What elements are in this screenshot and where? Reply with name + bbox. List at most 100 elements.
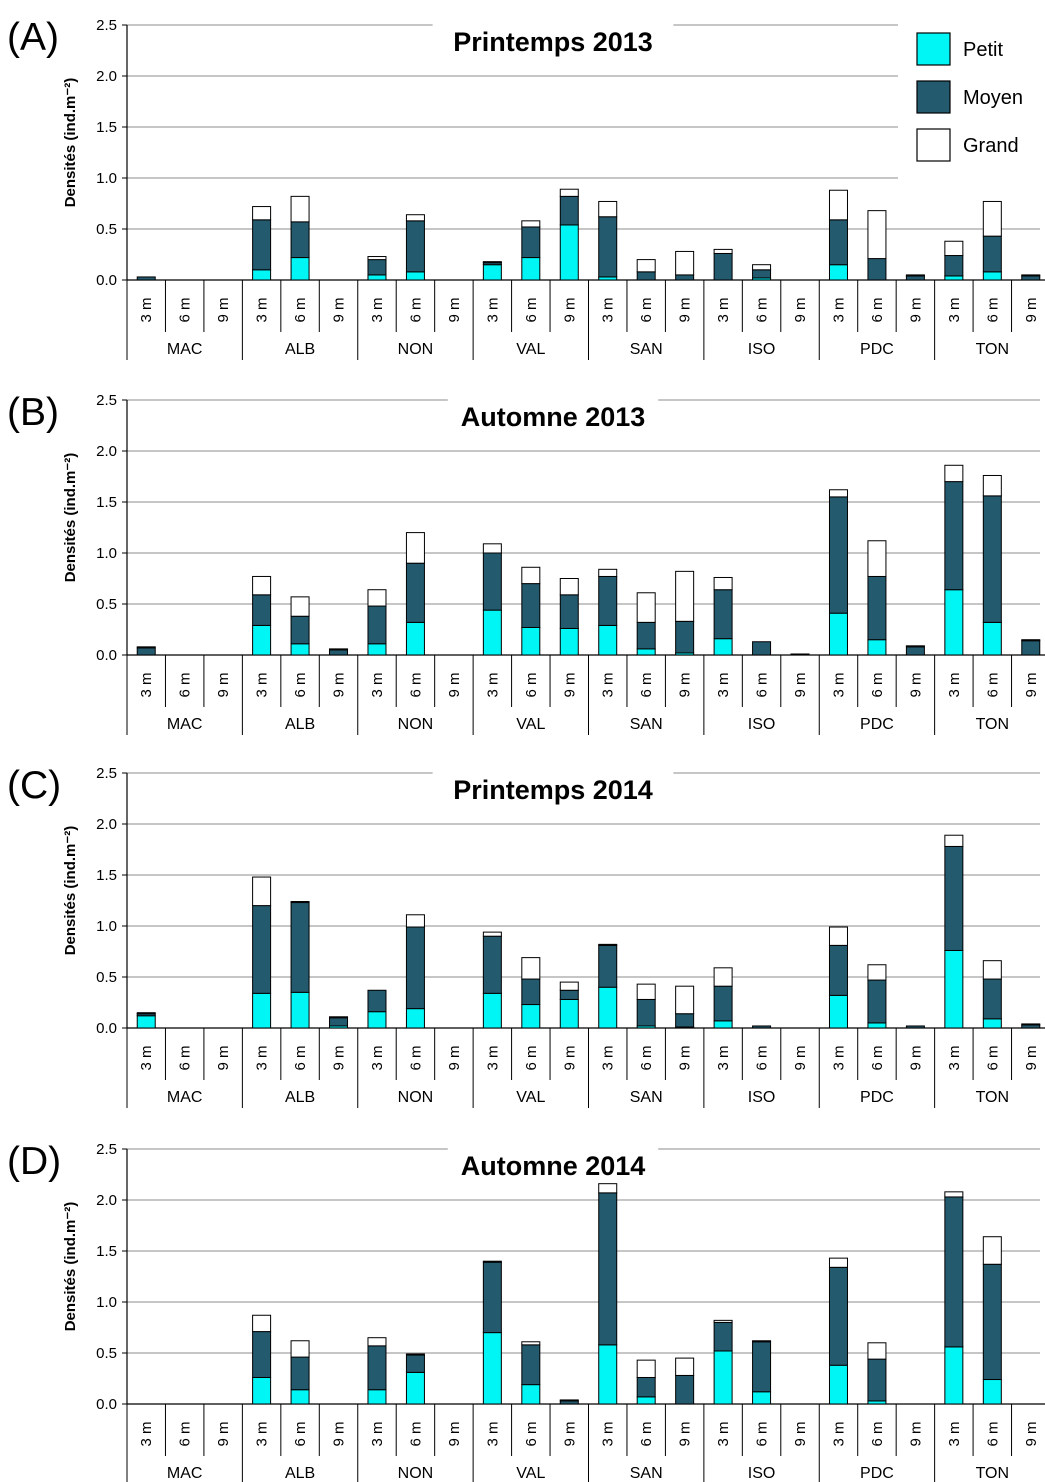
bar-grand: [944, 240, 964, 257]
depth-label: 3 m: [600, 1045, 617, 1070]
y-tick-label: 1.5: [96, 119, 117, 136]
bar-grand: [521, 566, 541, 585]
bar-grand: [598, 200, 618, 218]
bar-grand: [752, 264, 772, 271]
bar-grand: [252, 206, 272, 221]
bar-moyen: [521, 583, 541, 628]
depth-label: 6 m: [638, 297, 655, 322]
y-tick-label: 0.5: [96, 221, 117, 238]
bar-petit: [559, 998, 579, 1029]
bar-moyen: [290, 1356, 310, 1391]
bar-moyen: [944, 255, 964, 277]
y-axis-title: Densités (ind.m⁻²): [62, 1202, 79, 1332]
legend-swatch-moyen: [916, 80, 951, 114]
bar-grand: [636, 259, 656, 273]
bar-moyen: [1021, 640, 1041, 656]
bar-grand: [252, 876, 272, 907]
bar-petit: [828, 1364, 848, 1405]
bar-moyen: [252, 594, 272, 626]
site-label-mac: MAC: [167, 1089, 203, 1106]
depth-label: 3 m: [138, 297, 155, 322]
depth-label: 9 m: [446, 1045, 463, 1070]
depth-label: 6 m: [754, 1045, 771, 1070]
bar-grand: [867, 1342, 887, 1360]
y-tick-label: 0.0: [96, 1020, 117, 1037]
bar-grand: [329, 1016, 349, 1019]
bar-petit: [944, 1346, 964, 1405]
depth-label: 6 m: [638, 1045, 655, 1070]
y-tick-label: 2.5: [96, 392, 117, 409]
bar-petit: [982, 1018, 1002, 1029]
bar-moyen: [405, 1354, 425, 1373]
site-label-san: SAN: [630, 716, 663, 733]
bar-grand: [405, 1353, 425, 1356]
chart-panel-3: 0.0 0.5 1.0 1.5 2.0 2.5 Densités (ind.m⁻²) 3 m 6…: [7, 764, 1045, 1108]
bar-moyen: [290, 902, 310, 993]
depth-label: 6 m: [523, 1421, 540, 1446]
bar-grand: [905, 645, 925, 648]
bar-moyen: [598, 575, 618, 626]
bar-moyen: [713, 589, 733, 640]
bar-grand: [944, 464, 964, 483]
depth-label: 9 m: [677, 1045, 694, 1070]
site-label-ton: TON: [976, 1465, 1009, 1482]
legend-label-petit: Petit: [963, 39, 1003, 61]
bar-moyen: [752, 641, 772, 656]
depth-label: 9 m: [446, 297, 463, 322]
site-label-non: NON: [398, 1465, 434, 1482]
depth-label: 9 m: [907, 297, 924, 322]
legend-label-moyen: Moyen: [963, 87, 1023, 109]
bar-grand: [713, 576, 733, 591]
site-label-pdc: PDC: [860, 1089, 894, 1106]
depth-label: 6 m: [407, 672, 424, 697]
site-label-mac: MAC: [167, 1465, 203, 1482]
chart-panel-4: 0.0 0.5 1.0 1.5 2.0 2.5 Densités (ind.m⁻²) 3 m 6…: [7, 1140, 1045, 1482]
bar-petit: [290, 1389, 310, 1405]
bar-grand: [752, 1340, 772, 1343]
depth-label: 3 m: [715, 672, 732, 697]
bar-moyen: [1021, 275, 1041, 281]
depth-label: 9 m: [446, 1421, 463, 1446]
bar-grand: [1021, 1023, 1041, 1026]
depth-label: 3 m: [830, 672, 847, 697]
depth-label: 6 m: [407, 1045, 424, 1070]
site-label-san: SAN: [630, 1089, 663, 1106]
depth-label: 9 m: [561, 672, 578, 697]
depth-label: 9 m: [561, 297, 578, 322]
depth-label: 9 m: [677, 672, 694, 697]
bar-moyen: [867, 979, 887, 1024]
site-label-alb: ALB: [285, 1089, 315, 1106]
site-label-iso: ISO: [748, 1465, 776, 1482]
bar-petit: [367, 643, 387, 656]
bar-petit: [405, 1008, 425, 1029]
depth-label: 9 m: [215, 297, 232, 322]
depth-label: 9 m: [1023, 1045, 1040, 1070]
depth-label: 6 m: [984, 1421, 1001, 1446]
depth-label: 6 m: [177, 1421, 194, 1446]
bar-moyen: [982, 978, 1002, 1020]
bar-petit: [636, 648, 656, 656]
site-label-non: NON: [398, 1089, 434, 1106]
y-axis-title: Densités (ind.m⁻²): [62, 453, 79, 583]
bar-grand: [675, 1357, 695, 1376]
depth-label: 6 m: [177, 672, 194, 697]
bar-moyen: [290, 221, 310, 259]
depth-label: 3 m: [715, 297, 732, 322]
bar-moyen: [521, 1344, 541, 1386]
depth-label: 3 m: [254, 1421, 271, 1446]
bar-moyen: [867, 258, 887, 281]
bar-petit: [521, 257, 541, 281]
bar-moyen: [752, 1025, 772, 1029]
bar-grand: [252, 1314, 272, 1333]
site-label-val: VAL: [516, 1089, 545, 1106]
bar-grand: [482, 931, 502, 937]
depth-label: 9 m: [331, 297, 348, 322]
depth-label: 3 m: [830, 1421, 847, 1446]
depth-label: 9 m: [677, 297, 694, 322]
bar-grand: [136, 1012, 156, 1015]
site-label-iso: ISO: [748, 716, 776, 733]
bar-petit: [636, 1396, 656, 1405]
site-label-val: VAL: [516, 341, 545, 358]
bar-petit: [867, 1022, 887, 1029]
depth-label: 3 m: [946, 297, 963, 322]
